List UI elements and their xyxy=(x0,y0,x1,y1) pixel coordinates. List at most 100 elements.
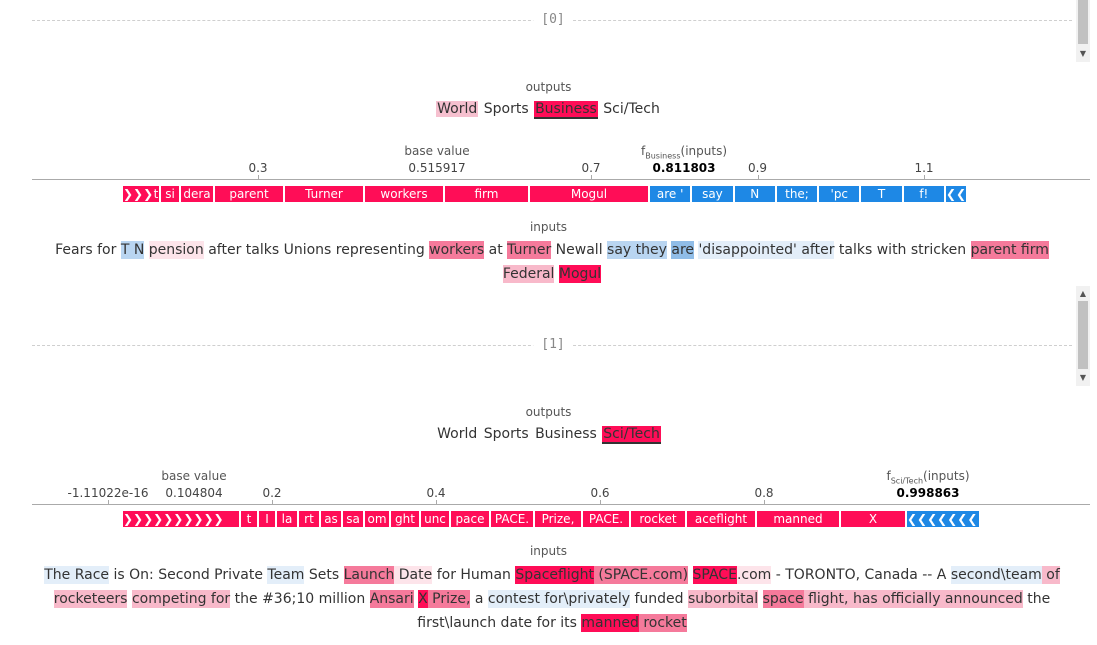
input-token-highlighted: are xyxy=(671,241,694,259)
axis-tick-label: 0.8 xyxy=(754,486,774,500)
input-token-highlighted: Spaceflight xyxy=(515,566,594,584)
fx-label: fSci/Tech(inputs) xyxy=(886,469,969,485)
force-segment-positive: workers xyxy=(365,186,443,202)
force-segment-positive: la xyxy=(277,511,297,527)
force-segment-positive: pace xyxy=(451,511,489,527)
scroll-up-icon[interactable]: ▲ xyxy=(1079,289,1087,298)
sample-index-label: [0] xyxy=(533,12,573,27)
axis-tick-label: 0.2 xyxy=(262,486,282,500)
force-segment-positive: X xyxy=(841,511,905,527)
output-classes: World Sports Business Sci/Tech xyxy=(0,426,1097,444)
sample-0: [0] outputs World Sports Business Sci/Te… xyxy=(0,0,1097,283)
class-scitech[interactable]: Sci/Tech xyxy=(602,426,661,444)
force-plot-bar: ❯❯❯❯tsideraparentTurnerworkersfirmMogula… xyxy=(123,186,1000,202)
force-segment-negative: T xyxy=(861,186,902,202)
input-tokens: Fears for T N pension after talks Unions… xyxy=(32,238,1072,286)
force-segment-positive: om xyxy=(365,511,389,527)
input-token-highlighted: (SPACE.com) xyxy=(593,566,689,584)
force-segment-positive: manned xyxy=(757,511,839,527)
input-token: Fears for xyxy=(55,242,121,258)
class-sports: Sports xyxy=(483,426,529,442)
force-segment-positive: rt xyxy=(299,511,319,527)
scrollbar-top[interactable]: ▼ xyxy=(1076,0,1090,62)
fx-subscript: Business xyxy=(645,151,681,161)
force-segment-positive: Turner xyxy=(285,186,363,202)
scrollbar-thumb[interactable] xyxy=(1078,0,1088,44)
input-token-highlighted: second\team xyxy=(950,566,1042,584)
force-segment-negative: f! xyxy=(903,186,944,202)
axis-tick-label: -1.11022e-16 xyxy=(67,486,149,500)
force-arrows-negative: ❮❮❮❮❮❮❮❮❮❮ xyxy=(907,511,979,527)
force-segment-positive: t xyxy=(153,186,159,202)
input-token: for Human xyxy=(432,567,516,583)
axis-tick-mark xyxy=(924,175,925,180)
input-token-highlighted: rocket xyxy=(638,614,687,632)
class-scitech: Sci/Tech xyxy=(603,101,660,117)
class-world: World xyxy=(436,101,479,117)
force-segment-negative: say xyxy=(692,186,733,202)
axis-tick-label: 0.4 xyxy=(426,486,446,500)
force-segment-positive: parent xyxy=(215,186,283,202)
force-segment-negative: 'pc xyxy=(819,186,860,202)
input-token: talks with stricken xyxy=(834,242,971,258)
axis-line xyxy=(32,504,1090,505)
axis-tick-label: 0.9 xyxy=(747,161,768,175)
axis-tick-mark xyxy=(272,500,273,505)
input-token-highlighted: say they xyxy=(607,241,667,259)
output-classes: World Sports Business Sci/Tech xyxy=(0,101,1097,119)
input-token-highlighted: contest for\privately xyxy=(487,590,631,608)
input-token-highlighted: after xyxy=(796,241,835,259)
class-world: World xyxy=(437,426,478,442)
force-segment-positive: ght xyxy=(391,511,419,527)
force-segment-negative: the; xyxy=(776,186,818,202)
force-segment-positive: aceflight xyxy=(687,511,755,527)
fx-suffix: (inputs) xyxy=(680,144,727,158)
input-token-highlighted: Launch xyxy=(343,566,395,584)
base-value-label: base value xyxy=(161,469,227,483)
input-token: is On: Second Private xyxy=(109,567,268,583)
axis-tick-mark xyxy=(436,500,437,505)
input-token-highlighted: parent firm xyxy=(970,241,1049,259)
input-token-highlighted: 'disappointed' xyxy=(698,241,797,259)
force-segment-positive: Prize, xyxy=(535,511,581,527)
force-plot-bar: ❯❯❯❯❯❯❯❯❯❯❯❯tIlartassaomghtuncpacePACE.P… xyxy=(123,511,1000,527)
axis-tick-mark xyxy=(757,175,759,180)
axis-tick-mark xyxy=(591,175,592,180)
scrollbar-bottom[interactable]: ▲ ▼ xyxy=(1076,286,1090,386)
input-token xyxy=(758,590,762,608)
input-token-highlighted: Prize, xyxy=(427,590,471,608)
input-token: after talks Unions representing xyxy=(203,242,430,258)
input-token-highlighted: SPACE xyxy=(692,566,737,584)
force-arrows-positive: ❯❯❯❯ xyxy=(123,186,153,202)
input-token-highlighted: manned xyxy=(581,614,639,632)
input-token-highlighted: pension xyxy=(148,241,204,259)
input-token: the #36;10 million xyxy=(230,591,370,607)
scroll-down-icon[interactable]: ▼ xyxy=(1079,373,1087,382)
sample-index-label: [1] xyxy=(533,337,573,352)
outputs-label: outputs xyxy=(525,405,572,419)
sample-1: [1] outputs World Sports Business Sci/Te… xyxy=(0,286,1097,645)
axis-tick-label: 0.6 xyxy=(590,486,610,500)
axis-tick-mark xyxy=(258,175,259,180)
input-token: a xyxy=(470,591,488,607)
axis-tick-mark xyxy=(764,500,765,505)
input-token: - TORONTO, Canada -- A xyxy=(771,567,951,583)
class-business[interactable]: Business xyxy=(534,101,598,119)
fx-prefix: f xyxy=(886,469,891,483)
scroll-down-icon[interactable]: ▼ xyxy=(1079,49,1087,58)
base-value: 0.515917 xyxy=(408,161,466,175)
input-token-highlighted: competing for xyxy=(131,590,231,608)
force-segment-positive: firm xyxy=(445,186,528,202)
axis-tick-label: 0.7 xyxy=(581,161,601,175)
input-token-highlighted: T N xyxy=(120,241,145,259)
force-segment-positive: rocket xyxy=(631,511,685,527)
fx-value: 0.998863 xyxy=(896,486,960,500)
input-token-highlighted: Federal xyxy=(502,265,555,283)
force-segment-positive: sa xyxy=(343,511,363,527)
fx-value: 0.811803 xyxy=(652,161,716,175)
input-tokens: The Race is On: Second Private Team Sets… xyxy=(32,563,1072,635)
class-sports: Sports xyxy=(483,101,529,117)
axis-line xyxy=(32,179,1090,180)
scrollbar-thumb[interactable] xyxy=(1078,301,1088,369)
input-token: at xyxy=(484,242,508,258)
